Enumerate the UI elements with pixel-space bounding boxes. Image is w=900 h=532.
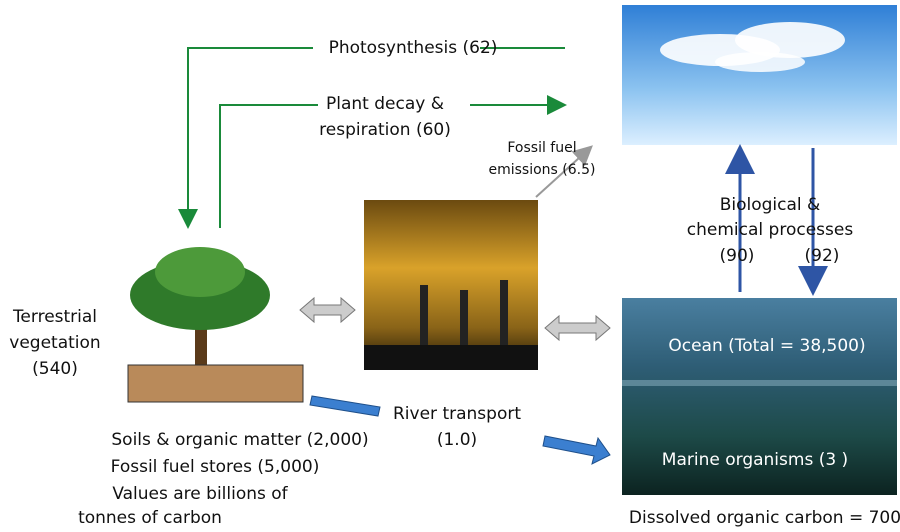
carbon-cycle-diagram: Photosynthesis (62) Plant decay & respir… (0, 0, 900, 532)
river-label: River transport (393, 404, 521, 424)
terrestrial-label: Terrestrial (12, 307, 97, 327)
terrestrial-label: vegetation (9, 333, 100, 353)
fossil-emissions-label: Fossil fuel (507, 140, 576, 156)
biological-label: Biological & (720, 195, 821, 215)
units-note: tonnes of carbon (78, 508, 222, 528)
fossil-stores-label: Fossil fuel stores (5,000) (111, 457, 320, 477)
photosynthesis-label: Photosynthesis (62) (329, 38, 498, 58)
marine-label: Marine organisms (3 ) (662, 450, 848, 470)
ocean-total-label: Ocean (Total = 38,500) (668, 336, 865, 356)
factory-image (364, 200, 538, 370)
ocean-release-label: (92) (805, 246, 840, 266)
sky-image (622, 5, 897, 145)
fossil-emissions-label: emissions (6.5) (489, 162, 596, 178)
plant-decay-label: respiration (60) (319, 120, 451, 140)
ocean-uptake-label: (90) (720, 246, 755, 266)
soils-label: Soils & organic matter (2,000) (111, 430, 368, 450)
plant-decay-label: Plant decay & (326, 94, 444, 114)
units-note: Values are billions of (112, 484, 288, 504)
terrestrial-label: (540) (32, 359, 78, 379)
biological-label: chemical processes (687, 220, 854, 240)
dissolved-label: Dissolved organic carbon = 700 (629, 508, 900, 528)
tree-image (128, 247, 303, 402)
river-label: (1.0) (437, 430, 477, 450)
